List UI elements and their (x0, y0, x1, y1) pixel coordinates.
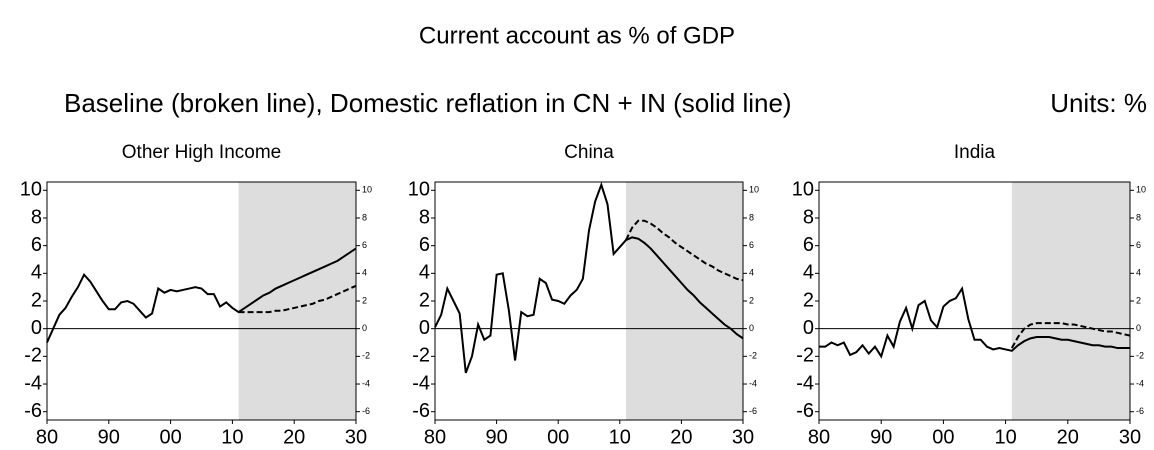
x-tick-label: 20 (1057, 426, 1079, 448)
y-tick-label: -4 (796, 372, 814, 394)
x-tick-label: 30 (345, 426, 367, 448)
y-tick-label: 6 (31, 234, 42, 256)
x-tick-label: 30 (1119, 426, 1141, 448)
y2-tick-label: 6 (362, 240, 367, 250)
y-tick-label: 6 (803, 234, 814, 256)
y-tick-label: 10 (792, 179, 814, 201)
x-tick-label: 90 (98, 426, 120, 448)
y2-tick-label: -2 (1136, 351, 1144, 361)
y2-tick-label: -6 (749, 406, 757, 416)
y2-tick-label: 4 (749, 268, 754, 278)
y-tick-label: -6 (24, 400, 42, 422)
y-tick-label: 8 (803, 206, 814, 228)
x-tick-label: 90 (870, 426, 892, 448)
y2-tick-label: 4 (362, 268, 367, 278)
y2-tick-label: 0 (1136, 323, 1141, 333)
x-tick-label: 10 (994, 426, 1016, 448)
y-tick-label: 6 (419, 234, 430, 256)
y-tick-label: 8 (31, 206, 42, 228)
y2-tick-label: 10 (362, 185, 372, 195)
y2-tick-label: -2 (749, 351, 757, 361)
y2-tick-label: -4 (1136, 378, 1144, 388)
y-tick-label: 2 (803, 289, 814, 311)
series-line (819, 285, 1130, 359)
y-tick-label: -2 (796, 345, 814, 367)
y-tick-label: -4 (24, 372, 42, 394)
y2-tick-label: 2 (749, 295, 754, 305)
y-tick-label: 10 (408, 179, 430, 201)
y-tick-label: 0 (419, 317, 430, 339)
y2-tick-label: 6 (1136, 240, 1141, 250)
y2-tick-label: 2 (362, 295, 367, 305)
y-tick-label: -2 (412, 345, 430, 367)
y2-tick-label: 8 (749, 212, 754, 222)
panel-title: India (954, 142, 996, 163)
y2-tick-label: -4 (749, 378, 757, 388)
y-tick-label: 0 (31, 317, 42, 339)
x-tick-label: 80 (424, 426, 446, 448)
y2-tick-label: -4 (362, 378, 370, 388)
y-tick-label: 4 (31, 262, 42, 284)
y2-tick-label: -6 (362, 406, 370, 416)
series-line (625, 219, 744, 282)
y2-tick-label: -2 (362, 351, 370, 361)
y2-tick-label: 8 (1136, 212, 1141, 222)
x-tick-label: 10 (609, 426, 631, 448)
y2-tick-label: 0 (362, 323, 367, 333)
y2-tick-label: -6 (1136, 406, 1144, 416)
x-tick-label: 10 (221, 426, 243, 448)
y2-tick-label: 10 (1136, 185, 1146, 195)
forecast-shade (625, 182, 743, 420)
panel-title: Other High Income (122, 142, 281, 163)
y2-tick-label: 8 (362, 212, 367, 222)
units-label: Units: % (1050, 88, 1147, 118)
y2-tick-label: 2 (1136, 295, 1141, 305)
y-tick-label: -6 (796, 400, 814, 422)
x-tick-label: 80 (36, 426, 58, 448)
forecast-shade (1011, 182, 1130, 420)
y-tick-label: 8 (419, 206, 430, 228)
y2-tick-label: 6 (749, 240, 754, 250)
x-tick-label: 20 (670, 426, 692, 448)
y-tick-label: -2 (24, 345, 42, 367)
series-line (46, 247, 357, 343)
x-tick-label: 00 (159, 426, 181, 448)
series-line (434, 181, 744, 374)
y-tick-label: -4 (412, 372, 430, 394)
series-line (238, 284, 357, 314)
page-title: Current account as % of GDP (419, 22, 735, 49)
forecast-shade (238, 182, 356, 420)
y-tick-label: 10 (20, 179, 42, 201)
x-tick-label: 00 (547, 426, 569, 448)
y-tick-label: 0 (803, 317, 814, 339)
y-tick-label: 2 (419, 289, 430, 311)
y-tick-label: 4 (419, 262, 430, 284)
y2-tick-label: 10 (749, 185, 759, 195)
y-tick-label: -6 (412, 400, 430, 422)
x-tick-label: 20 (283, 426, 305, 448)
y-tick-label: 2 (31, 289, 42, 311)
x-tick-label: 80 (808, 426, 830, 448)
panel-title: China (564, 142, 614, 163)
y2-tick-label: 4 (1136, 268, 1141, 278)
x-tick-label: 00 (932, 426, 954, 448)
page-subtitle: Baseline (broken line), Domestic reflati… (64, 88, 792, 118)
series-line (1010, 322, 1131, 349)
y-tick-label: 4 (803, 262, 814, 284)
y2-tick-label: 0 (749, 323, 754, 333)
x-tick-label: 90 (485, 426, 507, 448)
x-tick-label: 30 (732, 426, 754, 448)
